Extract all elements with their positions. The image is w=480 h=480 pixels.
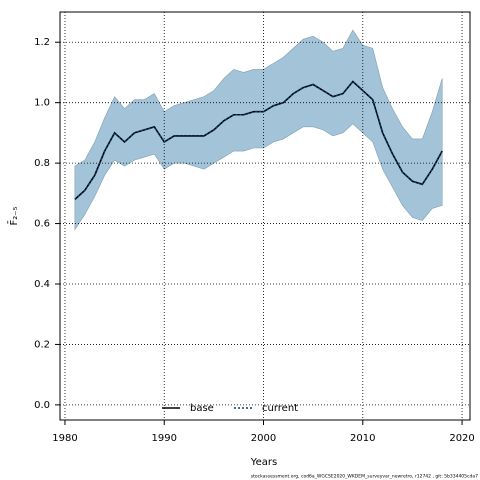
y-tick-label: 0.2: [34, 339, 50, 350]
x-tick-label: 2020: [449, 433, 474, 444]
series-line: [74, 80, 443, 200]
y-axis-label: F̄₂₋₅: [7, 206, 20, 225]
x-tick-label: 2010: [350, 433, 375, 444]
x-tick-label: 1980: [52, 433, 77, 444]
x-tick-label: 1990: [152, 433, 177, 444]
confidence-band: [74, 29, 443, 231]
plot-frame: [59, 11, 471, 421]
x-axis-label: Years: [250, 457, 277, 468]
y-tick-label: 0.4: [34, 279, 50, 290]
y-tick-label: 1.0: [34, 98, 50, 109]
y-tick-label: 1.2: [34, 37, 50, 48]
footer: stockassessment.org, cod6a_WGCSE2020_WKD…: [251, 474, 478, 480]
legend-label: base: [190, 403, 214, 414]
y-tick-label: 0.6: [34, 219, 50, 230]
y-tick-label: 0.0: [34, 400, 50, 411]
x-tick-label: 2000: [251, 433, 276, 444]
legend-label: current: [262, 403, 298, 414]
y-tick-label: 0.8: [34, 158, 50, 169]
